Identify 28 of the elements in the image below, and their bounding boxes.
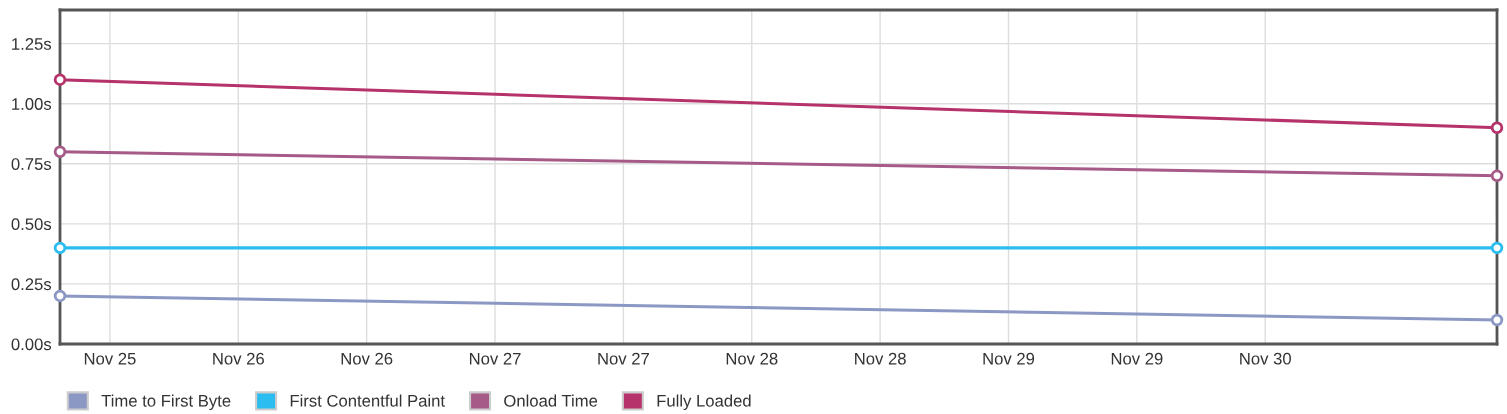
legend-label: Time to First Byte [101,394,231,411]
x-tick-label: Nov 28 [855,352,906,365]
y-tick-label: 1.25s [12,38,52,50]
x-tick-label: Nov 30 [1240,352,1291,365]
point [1490,169,1504,183]
y-tick-label: 0.00s [11,338,52,351]
x-tick-label: Nov 28 [726,352,778,365]
y-tick-label: 0.25s [11,278,52,291]
legend-label: Onload Time [504,394,598,407]
x-tick-label: Nov 26 [213,352,264,365]
point [53,289,67,303]
y-tick-label: 1.00s [12,98,52,110]
x-tick-label: Nov 27 [469,352,521,365]
point [53,241,67,255]
legend-label: Fully Loaded [657,394,751,411]
point [53,145,67,159]
x-tick-label: Nov 29 [983,352,1035,365]
x-tick-label: Nov 27 [598,352,649,365]
x-tick-label: Nov 26 [341,352,393,365]
point [1490,241,1504,255]
legend-label: First Contentful Paint [290,394,445,407]
point [1490,121,1504,134]
y-tick-label: 0.50s [11,218,52,231]
point [53,73,67,86]
point [1490,313,1504,327]
x-tick-label: Nov 29 [1111,352,1163,365]
y-tick-label: 0.75s [11,158,52,170]
x-tick-label: Nov 25 [84,352,136,365]
